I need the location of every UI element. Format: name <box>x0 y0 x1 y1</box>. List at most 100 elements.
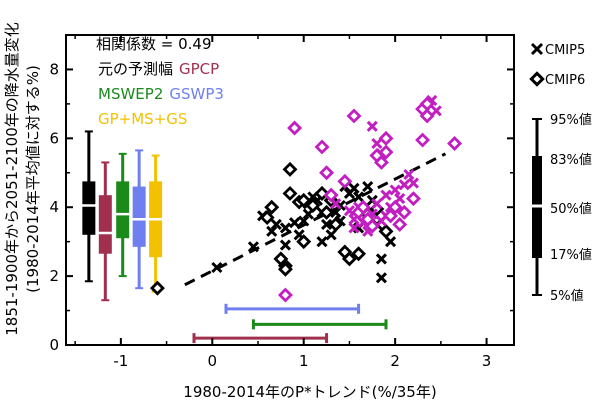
x-stroke <box>348 222 360 234</box>
box-body <box>116 181 130 239</box>
x-tick-label: 1 <box>299 352 309 370</box>
scatter-point-diamond <box>351 246 367 262</box>
x-stroke <box>380 189 392 201</box>
box-plot <box>130 149 148 290</box>
scatter-point-diamond <box>149 280 165 296</box>
scatter-point-diamond <box>341 251 357 267</box>
scatter-point-x <box>330 206 342 218</box>
x-stroke <box>334 199 346 212</box>
scatter-point-diamond <box>264 199 280 215</box>
box-plots <box>80 130 165 302</box>
box-body <box>132 186 146 247</box>
scatter-point-diamond <box>419 108 435 124</box>
scatter-point-diamond <box>319 204 335 220</box>
scatter-point-diamond <box>383 208 399 224</box>
scatter-point-x <box>289 217 301 229</box>
legend-cmip6-label: CMIP6 <box>545 73 585 88</box>
scatter-point-diamond <box>447 136 463 151</box>
legend-box-icon <box>530 118 544 296</box>
scatter-point-diamond <box>337 173 353 189</box>
x-tick-label: 2 <box>390 352 400 370</box>
trend-range <box>251 319 388 330</box>
scatter-point-diamond <box>364 218 380 234</box>
box-body <box>82 181 96 235</box>
mswep-gswp-annotation: MSWEP2 GSWP3 <box>98 85 224 103</box>
scatter-point-diamond <box>259 210 275 226</box>
box-plot <box>96 161 114 302</box>
box-body <box>98 195 112 254</box>
legend-17-label: 17%値 <box>550 247 592 263</box>
scatter-point-diamond <box>319 165 335 181</box>
gswp-label: GSWP3 <box>169 85 224 103</box>
scatter-point-diamond <box>405 191 421 207</box>
scatter-point-diamond <box>392 216 408 232</box>
scatter-point-diamond <box>378 144 394 160</box>
x-stroke <box>293 229 305 241</box>
scatter-point-x <box>348 182 360 194</box>
y-axis-label-line1: 1851-1900年から2051-2100年の降水量変化 <box>3 22 21 336</box>
trend-line <box>184 152 447 287</box>
x-stroke <box>385 236 397 248</box>
scatter-point-x <box>398 179 410 191</box>
scatter-point-diamond <box>296 234 312 250</box>
x-stroke <box>330 206 342 218</box>
scatter-point-diamond <box>323 187 339 203</box>
box-plot <box>80 130 98 283</box>
x-stroke <box>398 179 410 191</box>
series-cmip6-magenta <box>277 96 463 303</box>
scatter-point-x <box>321 218 333 231</box>
box-plot <box>147 154 165 293</box>
correlation-annotation: 相関係数 = 0.49 <box>96 35 212 53</box>
x-stroke <box>289 217 301 229</box>
y-tick-label: 8 <box>49 60 59 78</box>
axes: -1 0 1 2 3 0 2 4 6 8 <box>49 34 515 370</box>
x-stroke <box>298 215 310 227</box>
scatter-point-x <box>375 272 387 284</box>
scatter-point-x <box>266 225 278 237</box>
x-stroke <box>362 180 374 193</box>
legend-cmip6-icon <box>529 71 545 87</box>
gpcp-label: GPCP <box>179 60 219 78</box>
scatter-point-x <box>362 180 374 193</box>
scatter-point-x <box>279 239 291 251</box>
x-stroke <box>325 229 337 241</box>
scatter-point-diamond <box>419 96 435 112</box>
legend-83-label: 83%値 <box>550 152 592 168</box>
scatter-point-diamond <box>387 199 403 215</box>
x-stroke <box>316 236 328 248</box>
x-stroke <box>348 182 360 194</box>
x-stroke <box>343 205 355 217</box>
x-stroke <box>375 253 387 265</box>
scatter-point-diamond <box>396 204 412 220</box>
trend-ranges <box>192 303 388 344</box>
x-stroke <box>211 261 223 274</box>
legend-cmip5-label: CMIP5 <box>545 43 585 58</box>
scatter-point-diamond <box>378 223 394 239</box>
x-stroke <box>407 177 419 189</box>
combo-label: GP+MS+GS <box>98 110 187 128</box>
original-range-label: 元の予測幅 <box>98 60 173 78</box>
scatter-point-x <box>348 222 360 234</box>
scatter-point-diamond <box>277 261 293 277</box>
scatter-point-diamond <box>305 198 321 213</box>
scatter-point-diamond <box>277 287 293 303</box>
trend-range <box>224 303 361 314</box>
x-stroke <box>279 239 291 251</box>
x-stroke <box>270 218 282 231</box>
legend: CMIP5 CMIP6 95%値 83%値 50%値 17%値 5%値 <box>529 42 592 304</box>
x-stroke <box>266 225 278 237</box>
scatter-points <box>149 94 463 303</box>
mswep-label: MSWEP2 <box>98 85 163 103</box>
original-range-annotation: 元の予測幅 GPCP <box>98 60 219 78</box>
x-tick-label: -1 <box>113 352 128 370</box>
scatter-point-x <box>298 215 310 227</box>
legend-cmip5-icon <box>530 42 544 56</box>
scatter-point-x <box>375 253 387 265</box>
scatter-point-x <box>325 229 337 241</box>
x-stroke <box>403 168 415 181</box>
scatter-point-diamond <box>314 139 330 155</box>
x-stroke <box>389 184 401 196</box>
y-tick-label: 6 <box>49 129 59 147</box>
scatter-point-x <box>385 236 397 248</box>
